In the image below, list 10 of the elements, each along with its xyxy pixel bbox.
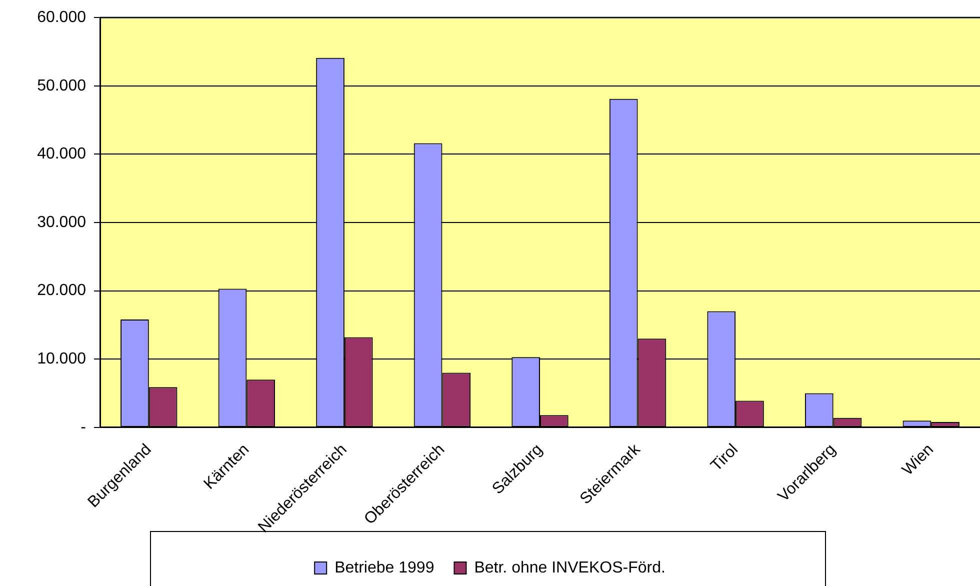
y-tick-label: 50.000 — [37, 77, 86, 94]
y-tick-label: 60.000 — [37, 9, 86, 26]
y-tick-label: 30.000 — [37, 214, 86, 231]
y-tick-label: 10.000 — [37, 350, 86, 368]
legend-label: Betr. ohne INVEKOS-Förd. — [474, 559, 666, 576]
legend-label: Betriebe 1999 — [334, 559, 434, 576]
y-tick-label: - — [80, 418, 86, 436]
y-tick-label: 40.000 — [37, 146, 86, 163]
x-tick-label: Tirol — [708, 441, 742, 475]
y-tick-label: 20.000 — [37, 282, 86, 300]
